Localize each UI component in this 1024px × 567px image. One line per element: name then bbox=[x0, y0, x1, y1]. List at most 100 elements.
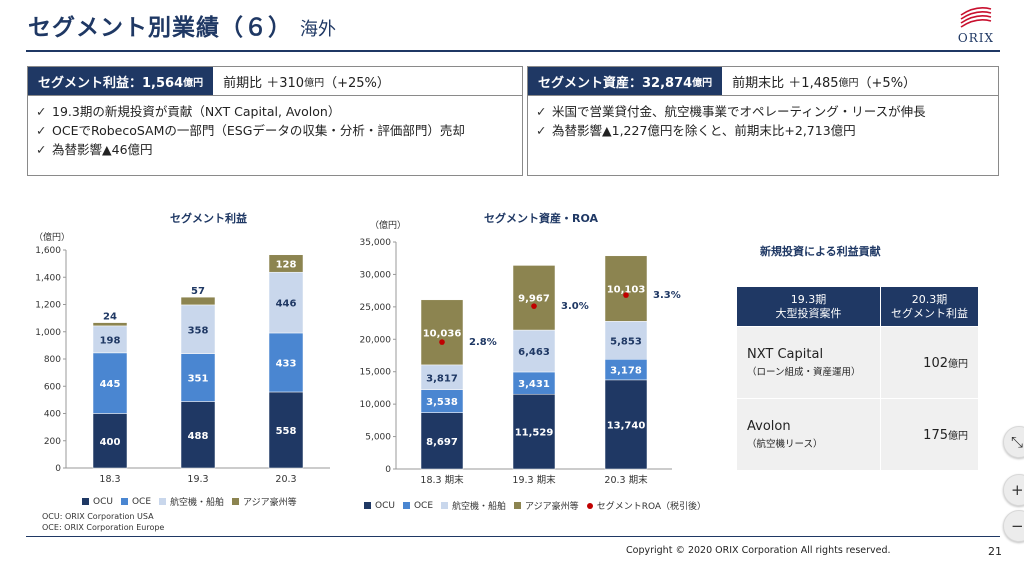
check-icon: ✓ bbox=[536, 104, 547, 119]
profit-chart-y-unit: （億円） bbox=[34, 233, 71, 243]
deal-value-cell: 102億円 bbox=[880, 326, 979, 399]
check-icon: ✓ bbox=[36, 104, 47, 119]
roa-label: 3.0% bbox=[561, 301, 589, 312]
bar-segment bbox=[604, 379, 648, 470]
title-divider bbox=[26, 50, 1000, 52]
profit-compare-prefix: 前期比 ＋310 bbox=[223, 75, 305, 91]
y-tick-label: 10,000 bbox=[360, 400, 392, 410]
contribution-header-row: 19.3期 大型投資案件 20.3期 セグメント利益 bbox=[736, 286, 979, 327]
segment-profit-unit: 億円 bbox=[183, 77, 204, 89]
fit-screen-button[interactable]: ⤡ bbox=[1003, 426, 1024, 458]
bullet-item: ✓ 為替影響▲46億円 bbox=[36, 140, 514, 159]
legend-label-oce: OCE bbox=[131, 496, 152, 507]
zoom-out-button[interactable]: − bbox=[1003, 510, 1024, 542]
profit-compare-suffix: （+25%） bbox=[324, 75, 390, 91]
bar-segment bbox=[268, 391, 304, 469]
bullet-text: 米国で営業貸付金、航空機事業でオペレーティング・リースが伸長 bbox=[552, 104, 926, 119]
segment-profit-chart: 0 200 400 600 800 1,000 1,200 1,400 1,600 400 445 1… bbox=[35, 246, 330, 485]
bar-segment bbox=[92, 352, 128, 414]
page-number: 21 bbox=[988, 545, 1002, 558]
deal-value: 102 bbox=[923, 355, 948, 371]
contribution-col-deal: 19.3期 大型投資案件 bbox=[736, 286, 881, 327]
data-label: 3,538 bbox=[426, 397, 458, 408]
data-label: 358 bbox=[188, 325, 209, 336]
check-icon: ✓ bbox=[536, 123, 547, 138]
bullet-text: 19.3期の新規投資が貢献（NXT Capital, Avolon） bbox=[52, 104, 341, 119]
assets-compare-unit: 億円 bbox=[838, 77, 859, 89]
assets-chart-title: セグメント資産・ROA bbox=[484, 212, 599, 225]
assets-compare-prefix: 前期末比 ＋1,485 bbox=[732, 75, 839, 91]
x-tick-label: 20.3 bbox=[275, 474, 296, 485]
slide-title-sub: 海外 bbox=[300, 19, 336, 40]
y-tick-label: 600 bbox=[44, 382, 61, 392]
col-deal-line2: 大型投資案件 bbox=[775, 306, 842, 320]
deal-detail: （航空機リース） bbox=[747, 439, 823, 450]
legend-swatch-asia bbox=[514, 502, 522, 509]
segment-assets-value: セグメント資産：32,874 bbox=[538, 75, 693, 91]
col-profit-line2: セグメント利益 bbox=[891, 306, 968, 320]
profit-chart-legend: OCU OCE 航空機・船舶 アジア豪州等 bbox=[74, 495, 297, 508]
y-tick-label: 5,000 bbox=[365, 433, 391, 443]
bar-segment bbox=[180, 304, 216, 354]
table-row: Avolon （航空機リース） 175億円 bbox=[736, 398, 979, 471]
segment-profit-bullets: ✓ 19.3期の新規投資が貢献（NXT Capital, Avolon） ✓ OCE… bbox=[28, 96, 522, 165]
bullet-item: ✓ OCEでRobecoSAMの一部門（ESGデータの収集・分析・評価部門）売却 bbox=[36, 121, 514, 140]
deal-name: Avolon bbox=[747, 419, 791, 434]
slide-title-main: セグメント別業績（６） bbox=[28, 15, 292, 41]
bullet-item: ✓ 19.3期の新規投資が貢献（NXT Capital, Avolon） bbox=[36, 102, 514, 121]
data-label: 351 bbox=[188, 374, 209, 385]
col-profit-line1: 20.3期 bbox=[911, 292, 948, 306]
legend-swatch-oce bbox=[402, 502, 410, 509]
data-label: 558 bbox=[276, 426, 297, 437]
check-icon: ✓ bbox=[36, 123, 47, 138]
x-tick-label: 19.3 期末 bbox=[512, 474, 556, 486]
bullet-text: 為替影響▲1,227億円を除くと、前期末比+2,713億円 bbox=[552, 123, 856, 138]
legend-swatch-ocu bbox=[364, 502, 371, 509]
segment-profit-box: セグメント利益：1,564 億円 前期比 ＋310 億円 （+25%） ✓ 19.3期の… bbox=[27, 66, 523, 176]
roa-point bbox=[531, 303, 537, 309]
bar-segment bbox=[180, 401, 216, 469]
data-label: 446 bbox=[276, 299, 297, 310]
legend-swatch-aircraft bbox=[159, 498, 167, 505]
copyright: Copyright © 2020 ORIX Corporation All ri… bbox=[626, 545, 891, 556]
legend-swatch-oce bbox=[120, 498, 128, 505]
y-tick-label: 200 bbox=[44, 437, 61, 447]
orix-logo: ORIX bbox=[951, 3, 1001, 47]
legend-label-asia: アジア豪州等 bbox=[525, 502, 579, 512]
data-label: 3,817 bbox=[426, 373, 458, 384]
segment-profit-tag: セグメント利益：1,564 億円 bbox=[28, 67, 214, 95]
deal-unit: 億円 bbox=[948, 430, 968, 442]
segment-assets-comparison: 前期末比 ＋1,485 億円 （+5%） bbox=[722, 67, 926, 95]
bar-segment bbox=[180, 353, 216, 402]
data-label: 488 bbox=[188, 431, 209, 442]
zoom-in-button[interactable]: + bbox=[1003, 474, 1024, 506]
y-tick-label: 1,000 bbox=[35, 328, 61, 338]
legend-label-roa: セグメントROA（税引後） bbox=[596, 502, 707, 512]
data-label: 11,529 bbox=[515, 428, 554, 439]
segment-assets-unit: 億円 bbox=[692, 77, 713, 89]
bar-segment bbox=[512, 393, 556, 470]
y-tick-label: 400 bbox=[44, 410, 61, 420]
y-tick-label: 30,000 bbox=[360, 270, 392, 280]
data-label: 10,036 bbox=[423, 328, 462, 339]
y-tick-label: 0 bbox=[55, 464, 61, 474]
deal-value: 175 bbox=[923, 427, 948, 443]
segment-assets-box: セグメント資産：32,874 億円 前期末比 ＋1,485 億円 （+5%） ✓ 米国で… bbox=[527, 66, 999, 176]
bullet-text: 為替影響▲46億円 bbox=[52, 142, 153, 157]
table-row: NXT Capital （ローン組成・資産運用） 102億円 bbox=[736, 326, 979, 399]
segment-profit-comparison: 前期比 ＋310 億円 （+25%） bbox=[213, 67, 400, 95]
slide-title: セグメント別業績（６） 海外 bbox=[28, 8, 336, 42]
profit-chart-title: セグメント利益 bbox=[170, 212, 247, 225]
legend-label-ocu: OCU bbox=[375, 500, 395, 511]
bar-segment bbox=[512, 265, 556, 331]
y-tick-label: 35,000 bbox=[360, 238, 392, 248]
legend-swatch-asia bbox=[232, 498, 240, 505]
legend-label-aircraft: 航空機・船舶 bbox=[452, 502, 507, 512]
bar-segment bbox=[604, 255, 648, 322]
segment-assets-chart: 0 5,000 10,000 15,000 20,000 25,000 30,000 35,0… bbox=[360, 238, 681, 486]
contribution-col-profit: 20.3期 セグメント利益 bbox=[880, 286, 979, 327]
data-label: 24 bbox=[103, 312, 117, 323]
roa-label: 2.8% bbox=[469, 337, 497, 348]
bar-segment bbox=[512, 329, 556, 373]
segment-assets-bullets: ✓ 米国で営業貸付金、航空機事業でオペレーティング・リースが伸長 ✓ 為替影響▲1,… bbox=[528, 96, 998, 146]
